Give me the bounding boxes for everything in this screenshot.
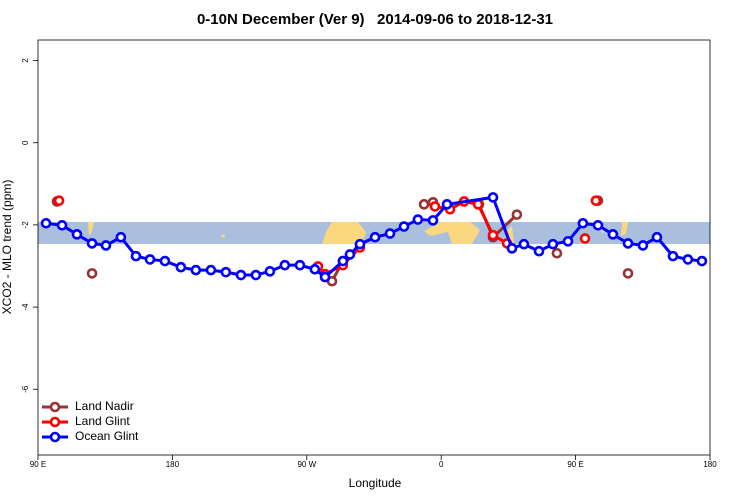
point — [551, 247, 563, 259]
legend-label: Land Nadir — [75, 399, 134, 413]
point — [159, 255, 171, 267]
point — [547, 238, 559, 250]
point — [487, 229, 499, 241]
point — [418, 199, 430, 210]
x-tick-label: 180 — [703, 460, 717, 469]
legend-marker — [49, 431, 61, 443]
point — [607, 229, 619, 240]
point — [667, 250, 679, 262]
plot-frame — [37, 39, 711, 456]
point — [429, 201, 441, 212]
y-tick-label: 2 — [21, 58, 30, 63]
point — [487, 192, 499, 203]
y-axis-label: XCO2 - MLO trend (ppm) — [0, 180, 14, 315]
point — [100, 240, 112, 251]
point — [533, 245, 545, 257]
point — [309, 263, 321, 275]
x-axis-label: Longitude — [349, 476, 402, 490]
point — [622, 268, 634, 279]
point — [354, 238, 366, 250]
point — [562, 236, 574, 247]
legend-label: Land Glint — [75, 414, 130, 428]
point — [205, 264, 217, 276]
x-tick-label: 90 W — [297, 460, 316, 469]
point — [40, 217, 52, 229]
point — [511, 209, 523, 220]
legend-marker — [49, 401, 61, 413]
point — [71, 229, 83, 240]
point — [175, 261, 187, 273]
point — [235, 269, 247, 281]
x-tick-label: 90 E — [30, 460, 46, 469]
point — [577, 217, 589, 229]
y-tick-label: 0 — [21, 140, 30, 145]
x-tick-label: 0 — [439, 460, 444, 469]
point — [250, 269, 262, 281]
legend-label: Ocean Glint — [75, 429, 139, 443]
point — [264, 266, 276, 277]
y-tick-label: -6 — [21, 385, 30, 393]
point — [518, 238, 530, 250]
point — [590, 195, 602, 206]
point — [682, 254, 694, 265]
chart-title: 0-10N December (Ver 9) 2014-09-06 to 201… — [197, 11, 553, 28]
x-tick-label: 90 E — [567, 460, 583, 469]
point — [319, 271, 331, 283]
point — [592, 220, 604, 231]
y-tick-label: -2 — [21, 221, 30, 229]
point — [427, 215, 439, 226]
point — [696, 255, 708, 267]
point — [637, 240, 649, 251]
point — [344, 249, 356, 260]
point — [190, 264, 202, 276]
point — [398, 221, 410, 232]
point — [294, 259, 306, 271]
point — [53, 195, 65, 206]
point — [651, 231, 663, 243]
point — [622, 238, 634, 249]
point — [579, 233, 591, 244]
point — [369, 231, 381, 243]
point — [130, 250, 142, 262]
point — [86, 238, 98, 249]
point — [384, 228, 396, 239]
point — [86, 268, 98, 279]
point — [506, 243, 518, 254]
point — [220, 266, 232, 278]
point — [56, 220, 68, 231]
point — [337, 255, 349, 267]
point — [115, 231, 127, 243]
point — [279, 259, 291, 271]
legend-marker — [49, 416, 61, 428]
point — [412, 214, 424, 225]
y-tick-label: -4 — [21, 303, 30, 311]
x-tick-label: 180 — [166, 460, 180, 469]
point — [441, 199, 453, 210]
point — [144, 254, 156, 265]
